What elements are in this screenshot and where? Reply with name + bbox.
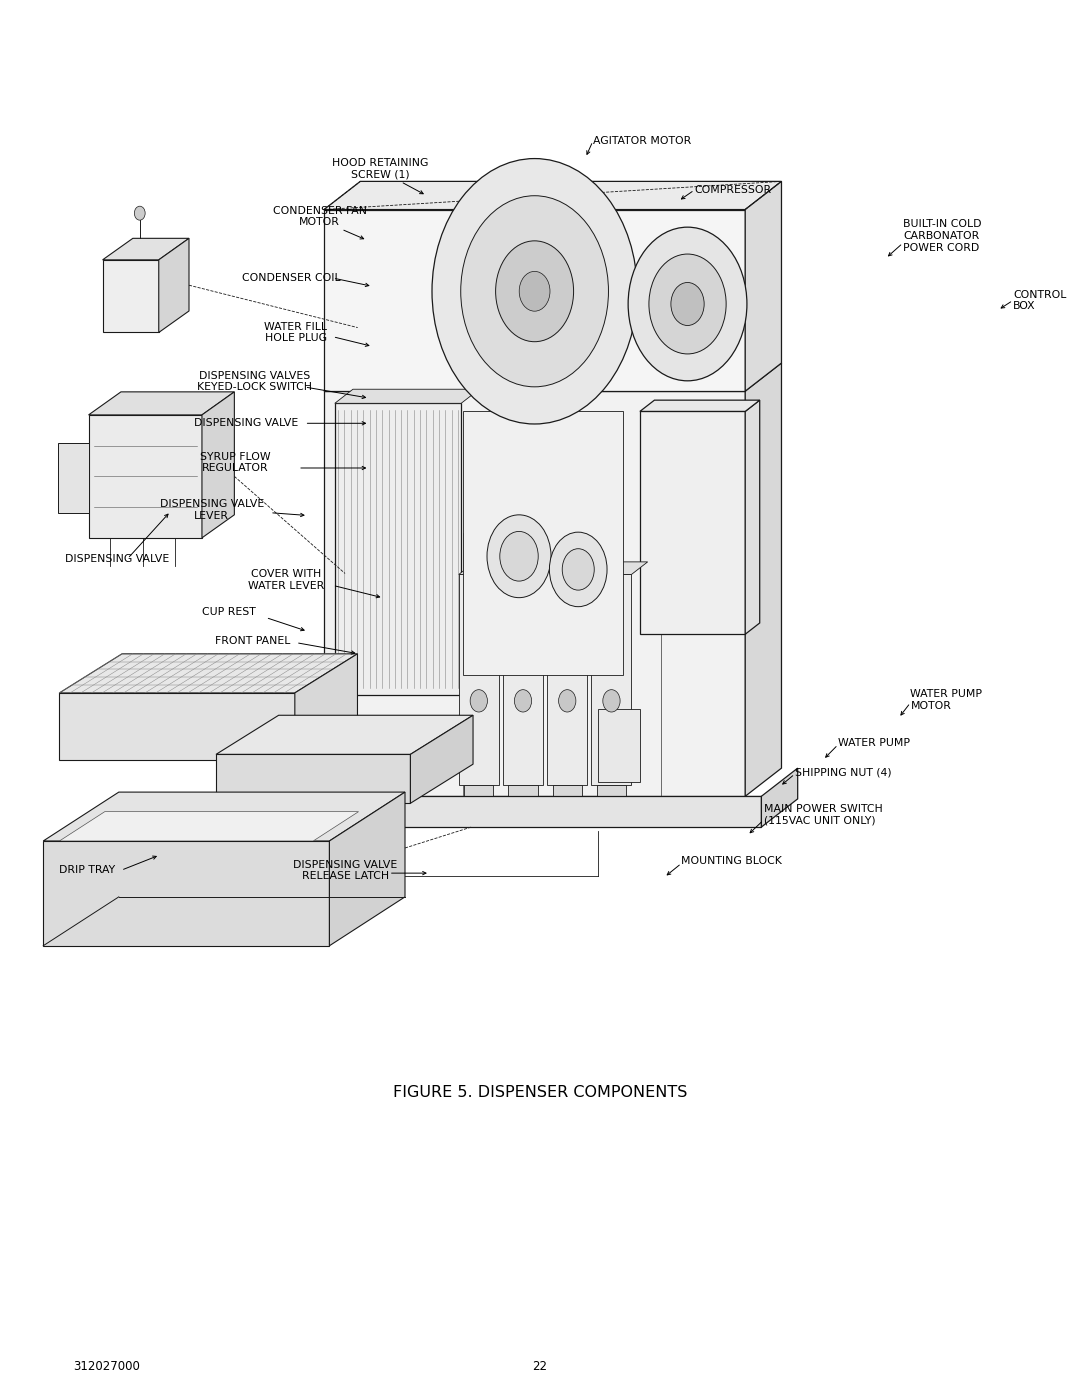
Circle shape	[514, 690, 531, 712]
Text: COMPRESSOR: COMPRESSOR	[694, 184, 771, 196]
Polygon shape	[58, 443, 89, 513]
Polygon shape	[103, 239, 189, 260]
Polygon shape	[761, 768, 798, 827]
Polygon shape	[410, 715, 473, 803]
Text: FRONT PANEL: FRONT PANEL	[215, 636, 291, 647]
Text: CUP REST: CUP REST	[202, 606, 256, 617]
Polygon shape	[43, 841, 329, 946]
Polygon shape	[459, 574, 499, 785]
Polygon shape	[459, 562, 515, 574]
Polygon shape	[553, 785, 582, 810]
Circle shape	[487, 515, 551, 598]
Polygon shape	[509, 785, 538, 810]
Polygon shape	[216, 754, 410, 803]
Polygon shape	[324, 182, 782, 210]
Polygon shape	[159, 239, 189, 332]
Text: DRIP TRAY: DRIP TRAY	[59, 865, 116, 876]
Polygon shape	[592, 562, 648, 574]
Text: CONDENSER COIL: CONDENSER COIL	[242, 272, 341, 284]
Text: HOOD RETAINING
SCREW (1): HOOD RETAINING SCREW (1)	[332, 158, 429, 180]
Polygon shape	[329, 792, 405, 946]
Text: DISPENSING VALVES
KEYED-LOCK SWITCH: DISPENSING VALVES KEYED-LOCK SWITCH	[198, 370, 312, 393]
Polygon shape	[59, 654, 357, 693]
Polygon shape	[324, 363, 782, 391]
Polygon shape	[597, 785, 626, 810]
Polygon shape	[43, 792, 405, 841]
Polygon shape	[503, 574, 543, 785]
Text: WATER FILL
HOLE PLUG: WATER FILL HOLE PLUG	[265, 321, 327, 344]
Polygon shape	[548, 574, 588, 785]
Circle shape	[563, 549, 594, 590]
Polygon shape	[59, 812, 359, 841]
Polygon shape	[745, 363, 782, 796]
Polygon shape	[308, 796, 798, 799]
Polygon shape	[216, 715, 473, 754]
Polygon shape	[295, 654, 357, 760]
Text: FIGURE 5. DISPENSER COMPONENTS: FIGURE 5. DISPENSER COMPONENTS	[393, 1085, 687, 1099]
Circle shape	[461, 196, 608, 387]
Text: AGITATOR MOTOR: AGITATOR MOTOR	[593, 136, 691, 147]
Polygon shape	[598, 710, 639, 782]
Polygon shape	[639, 400, 759, 411]
Polygon shape	[592, 574, 632, 785]
Text: DISPENSING VALVE: DISPENSING VALVE	[194, 418, 298, 429]
Polygon shape	[324, 210, 745, 391]
Circle shape	[470, 690, 487, 712]
Text: 22: 22	[532, 1359, 548, 1373]
Polygon shape	[103, 260, 159, 332]
Text: MAIN POWER SWITCH
(115VAC UNIT ONLY): MAIN POWER SWITCH (115VAC UNIT ONLY)	[764, 803, 882, 826]
Text: CONDENSER FAN
MOTOR: CONDENSER FAN MOTOR	[272, 205, 367, 228]
Circle shape	[558, 690, 576, 712]
Polygon shape	[463, 411, 623, 675]
Polygon shape	[324, 391, 745, 796]
Text: DISPENSING VALVE: DISPENSING VALVE	[65, 553, 170, 564]
Text: SHIPPING NUT (4): SHIPPING NUT (4)	[795, 767, 891, 778]
Circle shape	[432, 159, 637, 425]
Polygon shape	[89, 415, 202, 538]
Text: WATER PUMP: WATER PUMP	[838, 738, 910, 749]
Text: DISPENSING VALVE
RELEASE LATCH: DISPENSING VALVE RELEASE LATCH	[294, 859, 397, 882]
Polygon shape	[89, 393, 234, 415]
Polygon shape	[464, 785, 494, 810]
Circle shape	[519, 271, 550, 312]
Polygon shape	[745, 182, 782, 391]
Circle shape	[134, 207, 145, 221]
Polygon shape	[59, 693, 295, 760]
Text: COVER WITH
WATER LEVER: COVER WITH WATER LEVER	[248, 569, 324, 591]
Polygon shape	[202, 393, 234, 538]
Circle shape	[496, 240, 573, 342]
Polygon shape	[745, 400, 759, 634]
Polygon shape	[308, 796, 761, 827]
Text: SYRUP FLOW
REGULATOR: SYRUP FLOW REGULATOR	[200, 451, 271, 474]
Circle shape	[629, 228, 747, 381]
Circle shape	[500, 531, 538, 581]
Polygon shape	[503, 562, 559, 574]
Circle shape	[649, 254, 726, 353]
Circle shape	[603, 690, 620, 712]
Text: DISPENSING VALVE
LEVER: DISPENSING VALVE LEVER	[160, 499, 264, 521]
Polygon shape	[335, 404, 461, 696]
Polygon shape	[335, 390, 480, 404]
Text: CONTROL
BOX: CONTROL BOX	[1013, 289, 1066, 312]
Text: MOUNTING BLOCK: MOUNTING BLOCK	[681, 855, 782, 866]
Text: BUILT-IN COLD
CARBONATOR
POWER CORD: BUILT-IN COLD CARBONATOR POWER CORD	[903, 219, 982, 253]
Polygon shape	[639, 411, 745, 634]
Circle shape	[550, 532, 607, 606]
Text: WATER PUMP
MOTOR: WATER PUMP MOTOR	[910, 689, 983, 711]
Polygon shape	[548, 562, 604, 574]
Circle shape	[671, 282, 704, 326]
Text: 312027000: 312027000	[73, 1359, 140, 1373]
